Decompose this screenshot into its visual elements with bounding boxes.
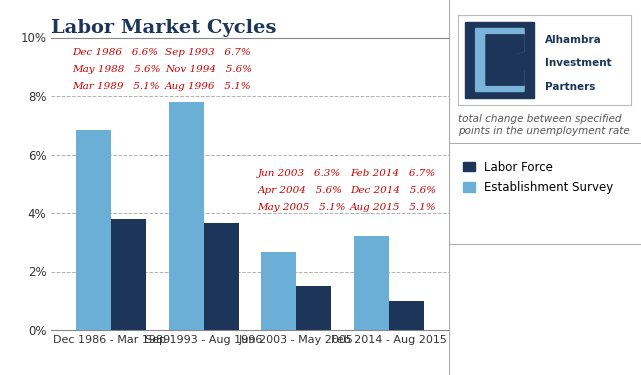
Text: Sep 1993   6.7%: Sep 1993 6.7% [165,48,251,57]
Text: Dec 1986   6.6%: Dec 1986 6.6% [72,48,159,57]
Bar [388,301,424,330]
Text: Alhambra: Alhambra [545,35,602,45]
Text: Investment: Investment [545,58,612,68]
Text: Aug 2015   5.1%: Aug 2015 5.1% [350,203,437,212]
Bar [204,223,239,330]
Text: Dec 2014   5.6%: Dec 2014 5.6% [350,186,436,195]
Text: Feb 2014   6.7%: Feb 2014 6.7% [350,169,435,178]
Polygon shape [465,22,535,98]
Text: Labor Market Cycles: Labor Market Cycles [51,19,277,37]
Text: May 1988   5.6%: May 1988 5.6% [72,65,161,74]
Bar [296,286,331,330]
Bar [112,219,147,330]
Bar [169,102,204,330]
Legend: Labor Force, Establishment Survey: Labor Force, Establishment Survey [458,156,619,198]
Text: Partners: Partners [545,82,595,92]
Text: May 2005   5.1%: May 2005 5.1% [258,203,346,212]
Polygon shape [476,28,524,92]
Text: total change between specified
points in the unemployment rate: total change between specified points in… [458,114,630,136]
Text: Mar 1989   5.1%: Mar 1989 5.1% [72,82,160,91]
Bar [261,252,296,330]
Bar [353,236,388,330]
Text: Apr 2004   5.6%: Apr 2004 5.6% [258,186,342,195]
Bar [76,130,112,330]
Text: Jun 2003   6.3%: Jun 2003 6.3% [258,169,340,178]
Polygon shape [486,35,524,85]
Text: Nov 1994   5.6%: Nov 1994 5.6% [165,65,252,74]
Text: Aug 1996   5.1%: Aug 1996 5.1% [165,82,251,91]
